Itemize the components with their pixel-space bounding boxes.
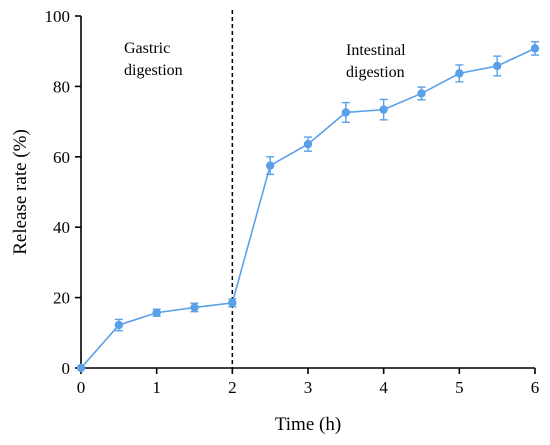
y-tick-label: 40 xyxy=(53,218,70,237)
x-tick-label: 6 xyxy=(531,378,540,397)
data-point xyxy=(190,303,199,312)
x-tick-label: 3 xyxy=(304,378,313,397)
y-tick-label: 60 xyxy=(53,148,70,167)
data-series xyxy=(76,40,540,373)
gastric-annotation-line1: Gastric xyxy=(124,40,170,57)
y-tick-label: 80 xyxy=(53,77,70,96)
data-point xyxy=(417,89,426,98)
x-axis-title: Time (h) xyxy=(275,414,341,435)
data-point xyxy=(530,44,540,53)
y-tick-label: 100 xyxy=(45,7,71,26)
data-point xyxy=(455,69,464,78)
data-point xyxy=(152,308,161,317)
x-tick-label: 2 xyxy=(228,378,237,397)
gastric-annotation-line2: digestion xyxy=(124,62,183,79)
intestinal-annotation-line2: digestion xyxy=(346,64,405,81)
x-tick-label: 1 xyxy=(152,378,161,397)
data-point xyxy=(379,105,388,114)
data-point xyxy=(228,298,237,308)
data-point xyxy=(492,61,502,71)
data-point xyxy=(341,108,351,117)
y-tick-label: 0 xyxy=(62,359,71,378)
y-axis-title: Release rate (%) xyxy=(10,129,31,255)
data-point xyxy=(265,161,275,170)
y-tick-label: 20 xyxy=(53,289,70,308)
x-tick-label: 4 xyxy=(379,378,388,397)
data-point xyxy=(76,363,86,373)
series-line xyxy=(80,47,536,369)
data-point xyxy=(303,139,313,149)
x-tick-label: 0 xyxy=(77,378,86,397)
intestinal-annotation-line1: Intestinal xyxy=(346,42,406,59)
x-tick-label: 5 xyxy=(455,378,464,397)
data-point xyxy=(114,320,124,330)
